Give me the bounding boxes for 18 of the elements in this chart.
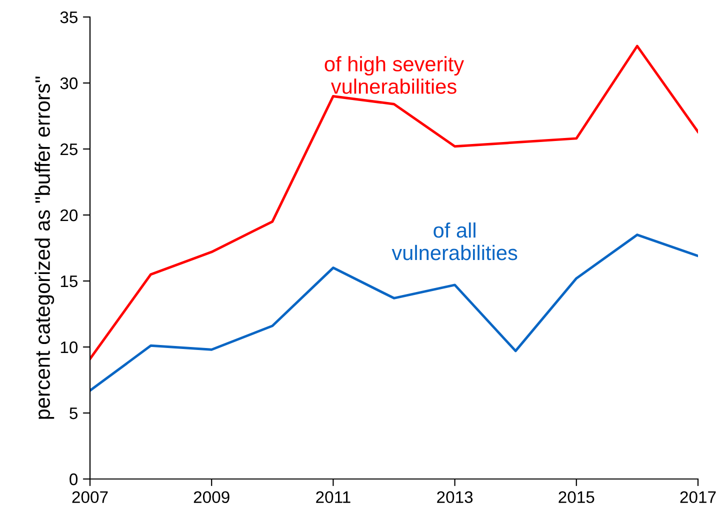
y-tick-label: 30 [60, 77, 78, 90]
x-tick-label: 2009 [194, 491, 230, 504]
x-tick-label: 2007 [72, 491, 108, 504]
y-tick-label: 5 [70, 408, 78, 420]
x-tick-label: 2011 [316, 491, 350, 504]
y-tick-label: 35 [60, 11, 78, 24]
series-label: of high severity vulnerabilities [324, 56, 464, 94]
y-tick-label: 15 [60, 276, 78, 288]
line-series [90, 44, 698, 360]
x-tick-label: 2013 [437, 491, 473, 504]
y-tick-label: 20 [60, 209, 78, 222]
series-label: of all vulnerabilities [392, 222, 518, 260]
y-tick-label: 0 [70, 473, 78, 486]
y-tick-label: 10 [60, 341, 78, 354]
y-axis-title: percent categorized as "buffer errors" [34, 76, 54, 419]
x-tick-label: 2017 [680, 491, 716, 504]
y-tick-label: 25 [60, 143, 78, 156]
x-tick-label: 2015 [558, 491, 594, 504]
